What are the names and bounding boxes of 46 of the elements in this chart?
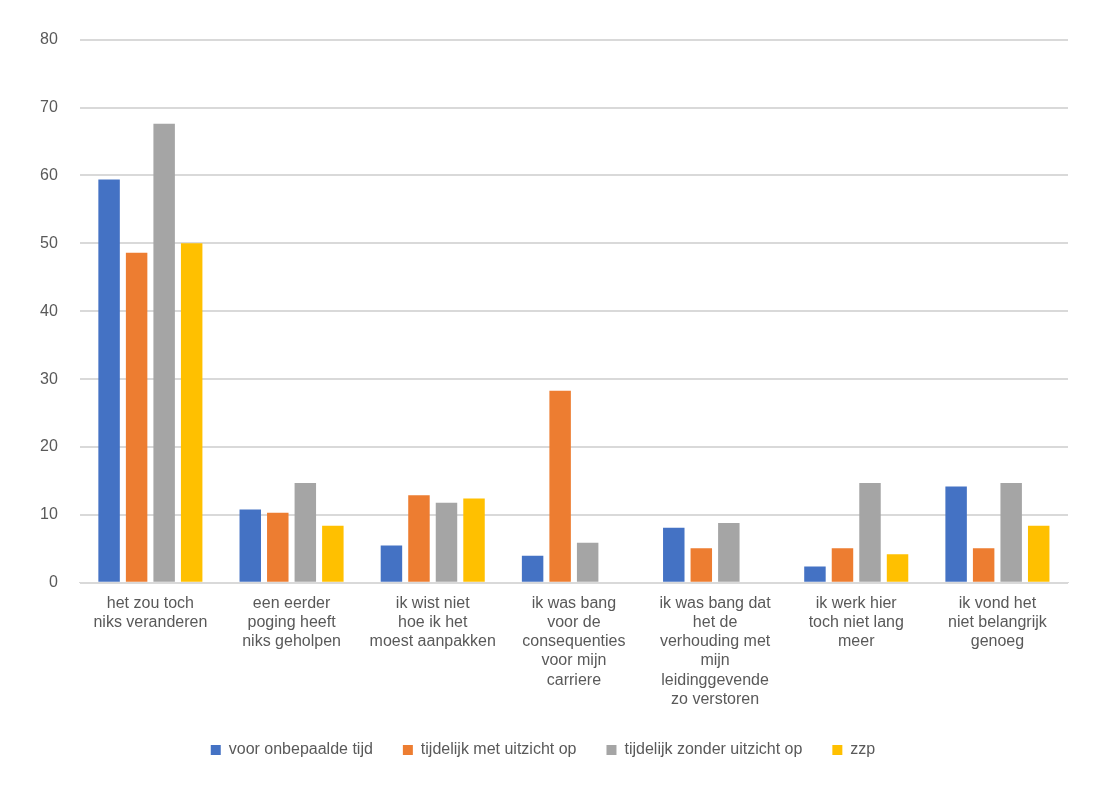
bar [831,548,854,582]
x-tick-label: een eerder poging heeft niks geholpen [242,593,341,650]
bar [663,527,685,582]
bar [267,512,289,582]
bar [322,525,344,582]
bar [98,179,120,582]
bar [576,542,599,582]
bar [239,509,261,582]
x-tick-label: ik werk hier toch niet lang meer [808,593,904,650]
x-tick-label: ik was bang dat het de verhouding met mijn leidinggevende zo verstoren [659,593,772,707]
bar [294,482,317,582]
y-tick-label: 50 [40,233,58,251]
bar [718,523,740,582]
bar [180,243,203,582]
bar [859,482,881,582]
bar [408,495,430,582]
x-tick-label: ik vond het niet belangrijk genoeg [948,593,1048,650]
y-tick-label: 60 [40,165,58,183]
legend-label: tijdelijk zonder uitzicht op [624,740,803,758]
y-tick-label: 30 [40,369,58,387]
bar [380,545,403,582]
y-tick-label: 10 [40,505,58,523]
bar [521,555,544,582]
bar [549,390,571,582]
bar [804,566,826,582]
y-tick-label: 70 [40,97,58,115]
bar [945,486,967,582]
bar [435,502,458,582]
legend-label: tijdelijk met uitzicht op [420,740,577,758]
y-tick-label: 40 [40,301,58,319]
y-tick-label: 80 [40,30,58,48]
x-tick-label: ik wist niet hoe ik het moest aanpakken [369,593,496,650]
bar [153,123,175,582]
bar [125,252,148,582]
bar [1027,525,1050,582]
y-tick-label: 0 [48,573,58,591]
bar [1000,482,1022,582]
legend-label: voor onbepaalde tijd [228,740,373,758]
bar [690,548,713,582]
bar [972,548,995,582]
bar [463,498,485,582]
x-tick-label: het zou toch niks veranderen [93,593,208,631]
x-tick-label: ik was bang voor de consequenties voor mijn carriere [522,593,626,688]
y-tick-label: 20 [40,437,58,455]
bar [886,554,909,582]
legend-label: zzp [850,740,876,758]
